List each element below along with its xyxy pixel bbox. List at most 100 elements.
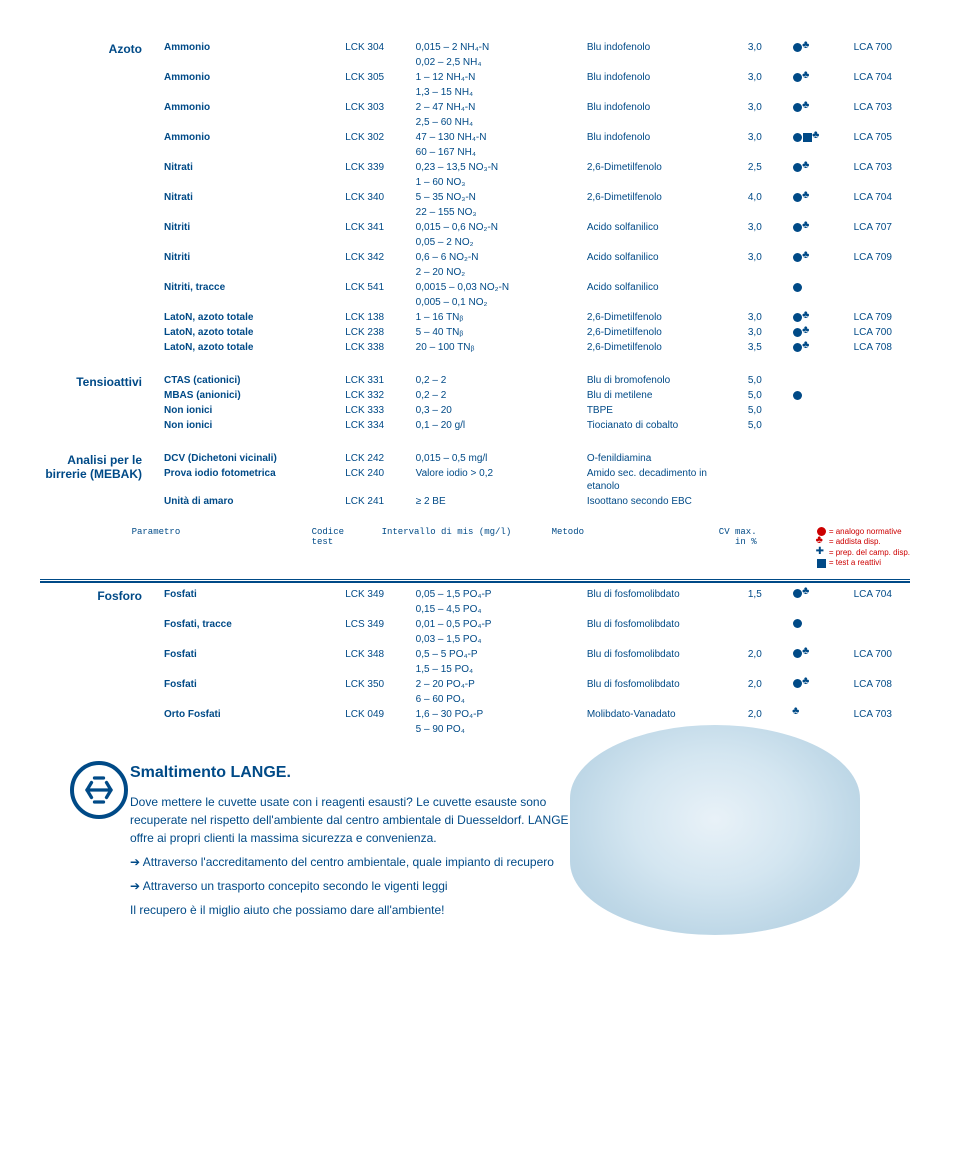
footer: Smaltimento LANGE. Dove mettere le cuvet… [40, 761, 910, 925]
cell-code: LCK 341 [341, 220, 411, 235]
legend-key-item: = analogo normative [817, 527, 910, 537]
legend-keys: = analogo normative = addista disp. = pr… [817, 527, 910, 569]
cell-cv: 3,0 [744, 70, 789, 85]
cell-range2: 1,5 – 15 PO₄ [412, 662, 583, 677]
cell-range2: 0,05 – 2 NO₂ [412, 235, 583, 250]
cell-range: 0,1 – 20 g/l [412, 418, 583, 433]
table-row: Non ioniciLCK 3330,3 – 20TBPE5,0 [160, 403, 910, 418]
table-row: Non ioniciLCK 3340,1 – 20 g/lTiocianato … [160, 418, 910, 433]
table-row-sub: 1,5 – 15 PO₄ [160, 662, 910, 677]
table-row: NitratiLCK 3390,23 – 13,5 NO₃-N2,6-Dimet… [160, 160, 910, 175]
circle-icon [793, 649, 802, 658]
cell-cv: 3,0 [744, 130, 789, 145]
cell-cv: 3,0 [744, 40, 789, 55]
legend-method: Metodo [552, 527, 712, 569]
cell-cv [744, 280, 789, 295]
table-row-sub: 0,03 – 1,5 PO₄ [160, 632, 910, 647]
cell-cv: 5,0 [744, 388, 789, 403]
table-row: NitritiLCK 3410,015 – 0,6 NO₂-NAcido sol… [160, 220, 910, 235]
cell-cv: 5,0 [744, 373, 789, 388]
legend-param: Parametro [132, 527, 312, 569]
cell-code: LCK 305 [341, 70, 411, 85]
cell-method: 2,6-Dimetilfenolo [583, 340, 744, 355]
circle-icon [793, 103, 802, 112]
cell-lca: LCA 705 [850, 130, 910, 145]
square-icon [817, 559, 826, 568]
cell-lca [850, 388, 910, 403]
recycle-icon [40, 761, 130, 925]
cell-method: Acido solfanilico [583, 280, 744, 295]
club-icon [793, 709, 802, 718]
club-icon [803, 43, 812, 52]
cell-range2: 1,3 – 15 NH₄ [412, 85, 583, 100]
cell-cv: 3,5 [744, 340, 789, 355]
cell-cv [744, 617, 789, 632]
section-fosforo: Fosforo FosfatiLCK 3490,05 – 1,5 PO₄-PBl… [40, 587, 910, 737]
cell-range: 0,3 – 20 [412, 403, 583, 418]
cell-name: DCV (Dichetoni vicinali) [160, 451, 341, 466]
table-row: Orto FosfatiLCK 0491,6 – 30 PO₄-PMolibda… [160, 707, 910, 722]
cell-name: Ammonio [160, 130, 341, 145]
cell-cv: 2,5 [744, 160, 789, 175]
circle-icon [793, 679, 802, 688]
cell-name: Non ionici [160, 403, 341, 418]
cell-lca [850, 466, 910, 494]
cell-lca [850, 494, 910, 509]
club-icon [803, 193, 812, 202]
section-analisi: Analisi per le birrerie (MEBAK) DCV (Dic… [40, 451, 910, 509]
table-fosforo: FosfatiLCK 3490,05 – 1,5 PO₄-PBlu di fos… [160, 587, 910, 737]
cell-icons [789, 373, 849, 388]
club-icon [803, 328, 812, 337]
cell-code: LCS 349 [341, 617, 411, 632]
cell-lca: LCA 700 [850, 325, 910, 340]
table-row-sub: 1 – 60 NO₃ [160, 175, 910, 190]
cell-icons [789, 707, 849, 722]
cell-code: LCK 338 [341, 340, 411, 355]
cell-range2: 1 – 60 NO₃ [412, 175, 583, 190]
club-icon [803, 73, 812, 82]
section-label-analisi: Analisi per le birrerie (MEBAK) [40, 451, 160, 509]
cell-method: Blu indofenolo [583, 40, 744, 55]
cell-lca [850, 418, 910, 433]
cell-method: Blu di fosfomolibdato [583, 647, 744, 662]
circle-icon [793, 589, 802, 598]
cell-lca: LCA 703 [850, 100, 910, 115]
club-icon [813, 133, 822, 142]
cell-icons [789, 451, 849, 466]
table-row: Nitriti, tracceLCK 5410,0015 – 0,03 NO₂-… [160, 280, 910, 295]
cell-range: 2 – 47 NH₄-N [412, 100, 583, 115]
cell-lca: LCA 700 [850, 647, 910, 662]
cell-cv: 3,0 [744, 220, 789, 235]
cell-method: Blu di fosfomolibdato [583, 617, 744, 632]
cell-icons [789, 325, 849, 340]
cell-range: 5 – 35 NO₃-N [412, 190, 583, 205]
cell-code: LCK 049 [341, 707, 411, 722]
cell-lca: LCA 708 [850, 677, 910, 692]
table-analisi: DCV (Dichetoni vicinali)LCK 2420,015 – 0… [160, 451, 910, 509]
cell-range2: 2 – 20 NO₂ [412, 265, 583, 280]
cell-name: Ammonio [160, 70, 341, 85]
cell-method: Tiocianato di cobalto [583, 418, 744, 433]
circle-icon [793, 313, 802, 322]
circle-icon [793, 133, 802, 142]
cell-method: Amido sec. decadimento in etanolo [583, 466, 744, 494]
circle-icon [793, 391, 802, 400]
circle-icon [793, 343, 802, 352]
cell-name: Nitriti [160, 220, 341, 235]
legend-key-item: = prep. del camp. disp. [817, 548, 910, 558]
table-row: LatoN, azoto totaleLCK 33820 – 100 TNᵦ2,… [160, 340, 910, 355]
cell-method: Molibdato-Vanadato [583, 707, 744, 722]
table-row-sub: 0,005 – 0,1 NO₂ [160, 295, 910, 310]
cell-name: Fosfati, tracce [160, 617, 341, 632]
cell-method: Blu di fosfomolibdato [583, 677, 744, 692]
cell-code: LCK 242 [341, 451, 411, 466]
cell-icons [789, 388, 849, 403]
cell-method: 2,6-Dimetilfenolo [583, 325, 744, 340]
cell-range: 0,6 – 6 NO₂-N [412, 250, 583, 265]
cell-method: 2,6-Dimetilfenolo [583, 310, 744, 325]
cell-name: LatoN, azoto totale [160, 325, 341, 340]
club-icon [803, 253, 812, 262]
table-row-sub: 22 – 155 NO₃ [160, 205, 910, 220]
cell-code: LCK 340 [341, 190, 411, 205]
cell-method: 2,6-Dimetilfenolo [583, 190, 744, 205]
